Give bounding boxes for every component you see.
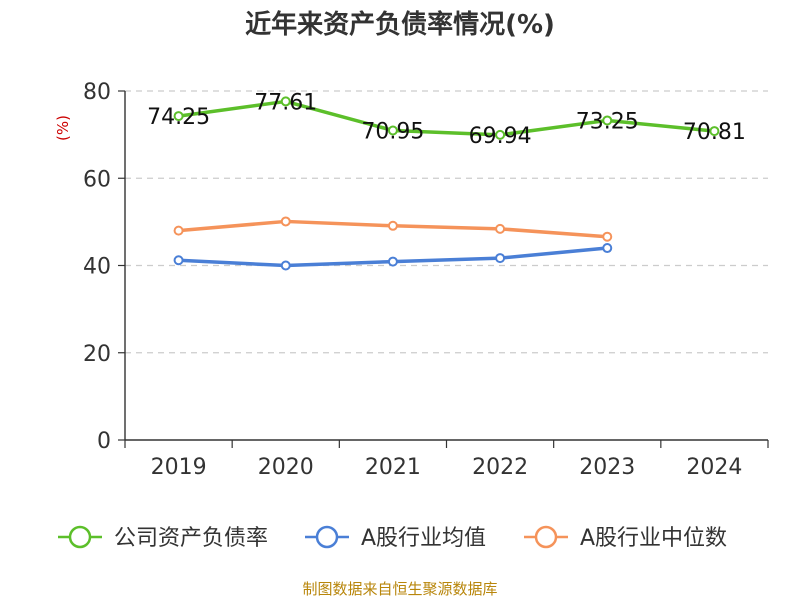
legend-item-label[interactable]: A股行业均值 bbox=[361, 526, 486, 551]
x-tick-label: 2019 bbox=[151, 455, 207, 480]
data-label: 70.81 bbox=[683, 120, 746, 145]
legend-marker bbox=[68, 525, 92, 549]
series-line-0 bbox=[176, 99, 717, 137]
data-point bbox=[387, 220, 398, 231]
x-tick-label: 2020 bbox=[258, 455, 314, 480]
data-point bbox=[387, 256, 398, 267]
legend-item-label[interactable]: A股行业中位数 bbox=[580, 526, 727, 551]
y-tick-label: 60 bbox=[83, 167, 111, 192]
data-point bbox=[173, 225, 184, 236]
data-point bbox=[280, 216, 291, 227]
data-point bbox=[495, 253, 506, 264]
data-label: 77.61 bbox=[254, 90, 317, 115]
x-tick-label: 2021 bbox=[365, 455, 421, 480]
data-point bbox=[280, 96, 291, 107]
legend-marker bbox=[315, 525, 339, 549]
x-tick-label: 2022 bbox=[472, 455, 528, 480]
data-point bbox=[280, 260, 291, 271]
data-label: 73.25 bbox=[576, 109, 639, 134]
y-axis-label: (%) bbox=[54, 115, 72, 141]
data-point bbox=[173, 255, 184, 266]
data-point bbox=[602, 243, 613, 254]
data-label: 74.25 bbox=[147, 105, 210, 130]
data-point bbox=[602, 115, 613, 126]
data-label: 70.95 bbox=[361, 119, 424, 144]
data-point bbox=[173, 111, 184, 122]
legend-marker bbox=[534, 525, 558, 549]
y-tick-label: 80 bbox=[83, 80, 111, 105]
x-tick-label: 2024 bbox=[686, 455, 742, 480]
chart-title: 近年来资产负债率情况(%) bbox=[245, 9, 555, 40]
data-point bbox=[602, 231, 613, 242]
data-point bbox=[495, 129, 506, 140]
data-label: 69.94 bbox=[469, 124, 532, 149]
y-tick-label: 0 bbox=[97, 429, 111, 454]
y-tick-label: 40 bbox=[83, 255, 111, 280]
data-point bbox=[495, 223, 506, 234]
source-footer: 制图数据来自恒生聚源数据库 bbox=[302, 580, 497, 598]
y-tick-label: 20 bbox=[83, 342, 111, 367]
legend-item-label[interactable]: 公司资产负债率 bbox=[114, 526, 268, 551]
x-tick-label: 2023 bbox=[579, 455, 635, 480]
data-point bbox=[387, 125, 398, 136]
data-point bbox=[709, 126, 720, 137]
